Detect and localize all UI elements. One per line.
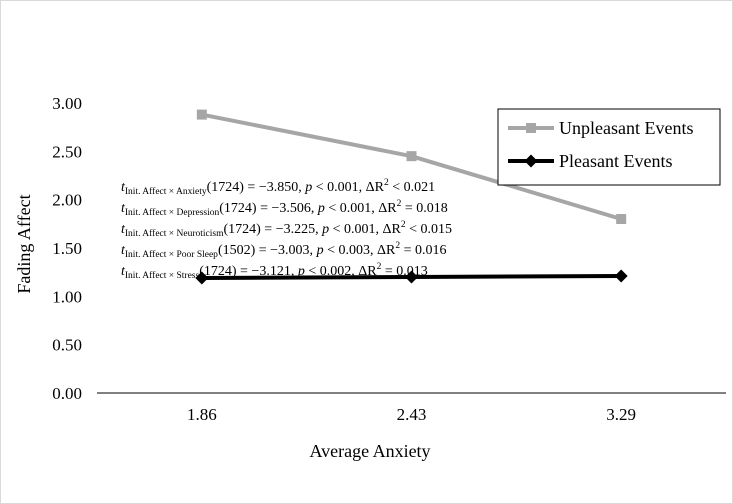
stat-p-text: < 0.001, ΔR — [325, 201, 397, 216]
y-tick-label: 1.50 — [52, 239, 82, 258]
data-point-diamond — [195, 271, 209, 285]
stat-p-symbol: p — [297, 264, 305, 279]
x-tick-label: 2.43 — [397, 405, 427, 424]
y-tick-label: 2.50 — [52, 142, 82, 161]
stat-text: (1724) = −3.225, — [223, 222, 322, 237]
stat-tail: = 0.018 — [401, 201, 447, 216]
y-tick-label: 0.50 — [52, 336, 82, 355]
stat-text: (1502) = −3.003, — [218, 243, 317, 258]
stat-text: (1724) = −3.121, — [199, 264, 298, 279]
data-point-diamond — [405, 270, 418, 284]
stat-superscript: 2 — [397, 199, 402, 209]
stat-p-symbol: p — [321, 222, 329, 237]
stat-p-symbol: p — [316, 243, 324, 258]
axes: 0.00 0.50 1.00 1.50 2.00 2.50 3.00 1.86 2.43 3.29 — [52, 94, 726, 424]
stat-t-symbol: t — [121, 243, 126, 258]
stat-superscript: 2 — [377, 262, 382, 272]
stat-p-symbol: p — [317, 201, 325, 216]
stat-tail: = 0.013 — [381, 264, 427, 279]
stat-subscript: Init. Affect × Poor Sleep — [125, 249, 218, 260]
x-axis-title: Average Anxiety — [309, 441, 430, 461]
stat-text: (1724) = −3.506, — [219, 201, 318, 216]
stat-t-symbol: t — [121, 201, 126, 216]
stat-tail: < 0.015 — [406, 222, 452, 237]
stat-p-text: < 0.002, ΔR — [305, 264, 377, 279]
stat-annotation: tInit. Affect × Depression(1724) = −3.50… — [121, 199, 448, 218]
data-point-square — [406, 151, 417, 162]
y-axis-title: Fading Affect — [14, 194, 34, 293]
legend: Unpleasant Events Pleasant Events — [497, 108, 721, 186]
legend-label: Unpleasant Events — [559, 118, 693, 138]
stat-superscript: 2 — [384, 178, 389, 188]
data-point-diamond — [614, 269, 628, 283]
stat-p-symbol: p — [304, 180, 312, 195]
legend-marker-square — [526, 123, 536, 133]
stat-p-text: < 0.001, ΔR — [329, 222, 401, 237]
annotation-layer: tInit. Affect × Anxiety(1724) = −3.850, … — [121, 178, 452, 281]
stat-t-symbol: t — [121, 264, 126, 279]
x-tick-label: 1.86 — [187, 405, 217, 424]
legend-box — [497, 108, 721, 186]
stat-p-text: < 0.003, ΔR — [324, 243, 396, 258]
stat-tail: < 0.021 — [389, 180, 435, 195]
stat-superscript: 2 — [401, 220, 406, 230]
stat-subscript: Init. Affect × Stress — [125, 270, 200, 281]
stat-text: (1724) = −3.850, — [207, 180, 306, 195]
stat-subscript: Init. Affect × Neuroticism — [125, 228, 224, 239]
legend-label: Pleasant Events — [559, 151, 672, 171]
stat-subscript: Init. Affect × Depression — [125, 207, 220, 218]
stat-t-symbol: t — [121, 222, 126, 237]
stat-superscript: 2 — [395, 241, 400, 251]
stat-annotation: tInit. Affect × Anxiety(1724) = −3.850, … — [121, 178, 435, 197]
data-point-square — [196, 109, 207, 120]
stat-annotation: tInit. Affect × Stress(1724) = −3.121, p… — [121, 262, 428, 281]
stat-p-text: < 0.001, ΔR — [312, 180, 384, 195]
stat-subscript: Init. Affect × Anxiety — [125, 186, 207, 197]
data-point-square — [616, 214, 627, 224]
stat-tail: = 0.016 — [400, 243, 446, 258]
y-tick-label: 1.00 — [52, 287, 82, 306]
stat-annotation: tInit. Affect × Neuroticism(1724) = −3.2… — [121, 220, 452, 239]
x-tick-label: 3.29 — [606, 405, 636, 424]
legend-marker-diamond — [524, 154, 538, 168]
series-layer — [195, 109, 628, 285]
y-tick-label: 2.00 — [52, 191, 82, 210]
stat-annotation: tInit. Affect × Poor Sleep(1502) = −3.00… — [121, 241, 446, 260]
stat-t-symbol: t — [121, 180, 126, 195]
y-tick-label: 0.00 — [52, 384, 82, 403]
y-tick-label: 3.00 — [52, 94, 82, 113]
